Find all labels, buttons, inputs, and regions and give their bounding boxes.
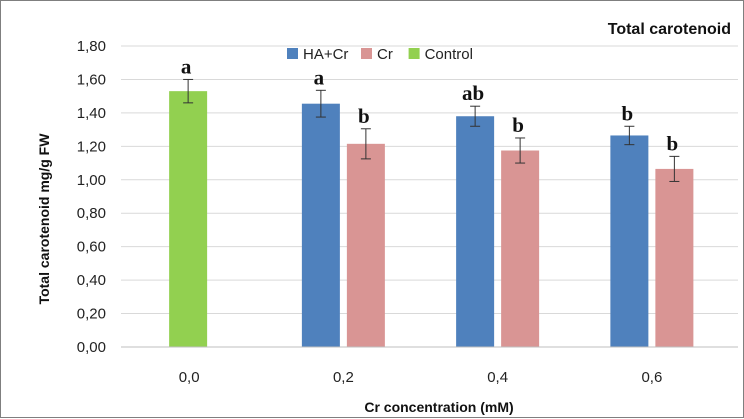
y-tick-label: 1,20 bbox=[77, 138, 106, 155]
legend-swatch-ha-cr bbox=[287, 48, 298, 59]
y-tick-label: 1,40 bbox=[77, 105, 106, 122]
y-tick-label: 0,00 bbox=[77, 339, 106, 356]
legend-label: Cr bbox=[377, 46, 393, 63]
y-tick-label: 1,00 bbox=[77, 172, 106, 189]
legend-label: HA+Cr bbox=[303, 46, 348, 63]
bar-ha-cr bbox=[456, 116, 495, 347]
x-axis-title: Cr concentration (mM) bbox=[364, 399, 513, 415]
y-axis-title: Total carotenoid mg/g FW bbox=[36, 133, 52, 305]
y-tick-label: 0,40 bbox=[77, 272, 106, 289]
significance-label: a bbox=[314, 65, 325, 89]
legend-label: Control bbox=[425, 46, 473, 63]
bar-control bbox=[169, 91, 208, 348]
bar-cr bbox=[655, 168, 694, 347]
bar-ha-cr bbox=[301, 103, 340, 347]
y-tick-label: 1,80 bbox=[77, 38, 106, 55]
significance-label: b bbox=[667, 131, 679, 155]
bar-cr bbox=[346, 143, 385, 347]
x-tick-label: 0,4 bbox=[487, 369, 508, 386]
significance-label: b bbox=[512, 113, 524, 137]
significance-label: b bbox=[622, 101, 634, 125]
gridlines bbox=[121, 45, 738, 315]
y-tick-label: 1,60 bbox=[77, 71, 106, 88]
legend-swatch-cr bbox=[361, 48, 372, 59]
bar-ha-cr bbox=[610, 135, 649, 347]
chart-title: Total carotenoid bbox=[608, 21, 731, 38]
x-tick-label: 0,6 bbox=[641, 369, 662, 386]
axes: 0,00 0,20 0,40 0,60 0,80 1,00 1,20 1,40 1,60 1,80… bbox=[77, 38, 738, 386]
significance-label: a bbox=[181, 54, 192, 78]
significance-label: b bbox=[358, 104, 370, 128]
y-tick-label: 0,80 bbox=[77, 205, 106, 222]
legend: HA+Cr Cr Control bbox=[287, 46, 473, 63]
x-tick-label: 0,2 bbox=[333, 369, 354, 386]
x-tick-label: 0,0 bbox=[179, 369, 200, 386]
bars bbox=[169, 78, 694, 348]
bar-cr bbox=[501, 150, 540, 347]
legend-swatch-control bbox=[408, 48, 420, 59]
significance-label: ab bbox=[462, 81, 484, 105]
y-tick-label: 0,60 bbox=[77, 239, 106, 256]
y-tick-label: 0,20 bbox=[77, 306, 106, 323]
